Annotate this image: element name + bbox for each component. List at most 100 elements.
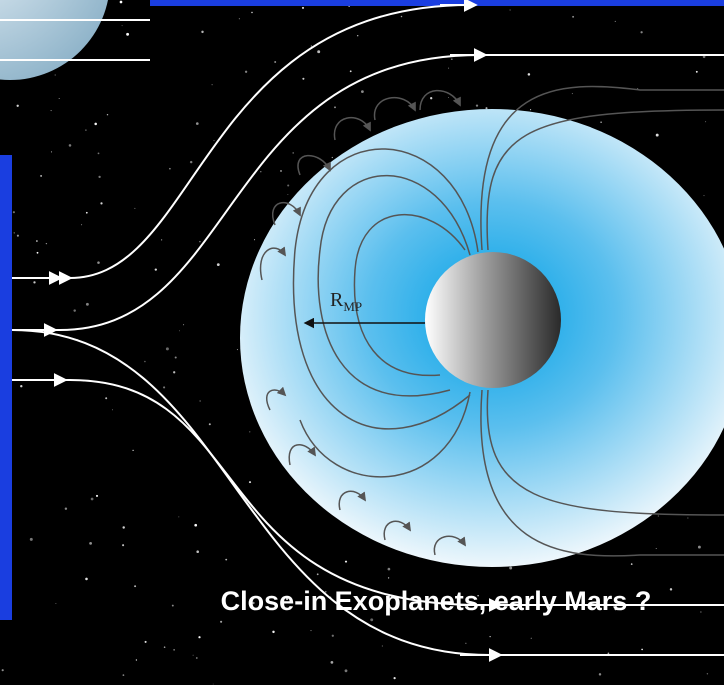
star — [656, 548, 657, 549]
star — [531, 638, 532, 639]
star — [17, 235, 19, 237]
star — [190, 161, 192, 163]
star — [615, 21, 616, 22]
star — [317, 50, 320, 53]
star — [212, 84, 213, 85]
star — [183, 324, 184, 325]
star — [145, 641, 147, 643]
star — [332, 157, 333, 158]
star — [696, 71, 698, 73]
star — [361, 90, 364, 93]
star — [120, 1, 123, 4]
star — [175, 356, 177, 358]
star — [20, 385, 22, 387]
star — [251, 12, 252, 13]
star — [123, 674, 125, 676]
star — [201, 31, 203, 33]
star — [107, 114, 108, 115]
star — [198, 636, 200, 638]
star — [2, 669, 4, 671]
star — [670, 588, 672, 590]
star — [430, 97, 432, 99]
star — [199, 241, 201, 243]
star — [30, 538, 33, 541]
star — [217, 263, 220, 266]
star — [173, 371, 175, 373]
star — [213, 684, 214, 685]
star — [394, 677, 396, 679]
star — [85, 578, 88, 581]
star — [136, 659, 137, 660]
star — [249, 431, 250, 432]
star — [112, 409, 113, 410]
rmp-base: R — [330, 289, 344, 311]
star — [13, 211, 15, 213]
star — [200, 400, 201, 401]
star — [97, 261, 100, 264]
star — [69, 144, 72, 147]
star — [33, 281, 35, 283]
star — [310, 630, 311, 631]
star — [572, 16, 574, 18]
star — [401, 16, 403, 18]
star — [51, 151, 52, 152]
star — [166, 347, 169, 350]
star — [388, 577, 389, 578]
star — [134, 585, 136, 587]
planet — [425, 252, 561, 388]
star — [345, 561, 347, 563]
star — [73, 309, 75, 311]
star — [608, 653, 610, 655]
star — [370, 618, 373, 621]
caption: Close-in Exoplanets, early Mars ? — [221, 586, 652, 616]
star — [705, 121, 706, 122]
star — [600, 121, 602, 123]
star — [105, 397, 107, 399]
star — [332, 635, 334, 637]
star — [331, 661, 334, 664]
star — [239, 18, 240, 19]
star — [122, 544, 124, 546]
star — [698, 546, 701, 549]
star — [357, 35, 358, 36]
star — [163, 386, 165, 388]
star — [134, 208, 135, 209]
star — [334, 106, 336, 108]
star — [448, 68, 449, 69]
star — [122, 25, 123, 26]
star — [254, 239, 255, 240]
star — [640, 31, 642, 33]
star — [96, 495, 98, 497]
star — [155, 268, 157, 270]
star — [126, 33, 129, 36]
star — [476, 104, 478, 106]
star — [292, 152, 294, 154]
star — [194, 524, 197, 527]
star — [245, 71, 247, 73]
star — [509, 567, 512, 570]
star — [91, 498, 94, 501]
star — [490, 636, 491, 637]
star — [388, 568, 391, 571]
star — [179, 330, 180, 331]
star — [196, 550, 199, 553]
star — [132, 450, 133, 451]
star — [448, 97, 449, 98]
star — [59, 98, 60, 99]
star — [707, 673, 708, 674]
star — [345, 669, 348, 672]
star — [302, 78, 304, 80]
star — [36, 240, 38, 242]
star — [274, 61, 276, 63]
star — [302, 7, 304, 9]
star — [86, 303, 89, 306]
star — [209, 423, 211, 425]
star — [528, 73, 531, 76]
star — [144, 361, 146, 363]
star — [317, 573, 319, 575]
star — [172, 605, 174, 607]
star — [272, 631, 274, 633]
star — [89, 542, 92, 545]
star — [98, 176, 100, 178]
star — [703, 195, 704, 196]
